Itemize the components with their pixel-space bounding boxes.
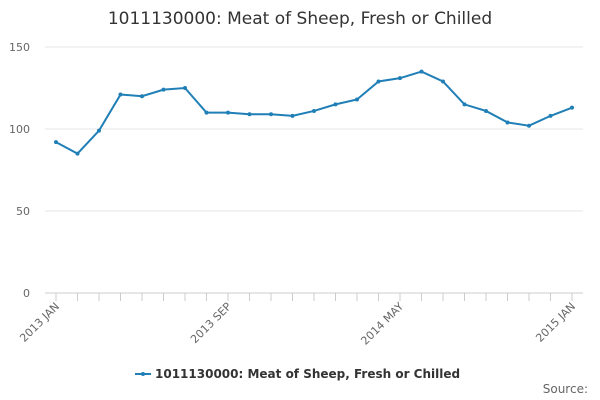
point [290,113,295,118]
y-tick-label: 0 [23,287,30,300]
legend-marker [141,372,145,376]
point [570,105,574,110]
x-tick-label: 2013 SEP [188,300,234,346]
y-tick-label: 100 [9,123,30,136]
point [75,151,80,156]
point [54,140,58,145]
point [247,112,252,117]
point [527,123,531,128]
x-tick-label: 2013 JAN [17,300,62,345]
point [204,110,209,115]
point [462,102,467,107]
point [419,69,424,74]
x-tick-label: 2015 JAN [533,300,578,345]
point [118,92,123,97]
point [161,87,166,92]
point [269,112,273,117]
point [312,108,316,113]
point [226,110,230,115]
point [548,113,553,118]
y-tick-label: 50 [16,205,30,218]
point [355,97,359,102]
point [183,86,187,90]
legend-label: 1011130000: Meat of Sheep, Fresh or Chil… [155,367,460,381]
point [333,102,338,107]
point [97,128,101,133]
point [398,76,402,81]
y-tick-label: 150 [9,41,30,54]
point [505,120,510,125]
source: Source: [543,382,588,396]
chart-title: 1011130000: Meat of Sheep, Fresh or Chil… [108,9,492,29]
point [484,108,488,113]
point [140,94,144,99]
point [441,79,445,84]
point [376,79,381,84]
x-tick-label: 2014 MAY [358,300,406,348]
